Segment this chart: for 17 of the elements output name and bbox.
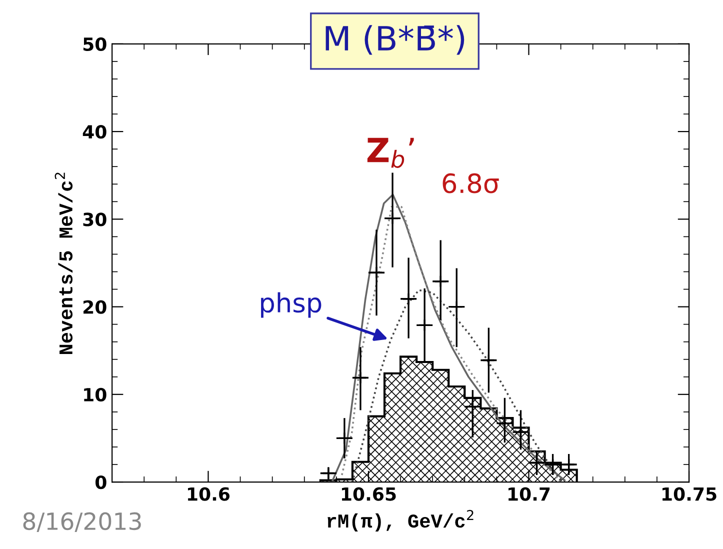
y-tick-label: 20 [84,300,106,314]
chart-title: M (B*B̄*) [326,25,464,55]
y-tick-label: 40 [82,125,106,139]
y-tick-label: 30 [83,212,106,226]
y-tick-label: 10 [84,388,106,402]
y-axis-title: Nevents/5 MeV/c$^{2}$ [54,172,73,354]
x-tick-label: 10.7 [508,487,550,501]
annotation: 6.8σ [442,173,499,194]
annotation: Z$_{b}$’ [367,138,414,168]
x-tick-label: 10.65 [342,487,396,501]
y-tick-label: 0 [96,475,106,490]
x-tick-label: 10.75 [662,487,716,501]
annotation: phsp [261,292,322,318]
x-tick-label: 10.6 [188,487,230,501]
x-axis-title: rM(π), GeV/c$^{2}$ [328,510,474,532]
y-tick-label: 50 [83,37,106,52]
text: 8/16/2013 [23,512,141,532]
